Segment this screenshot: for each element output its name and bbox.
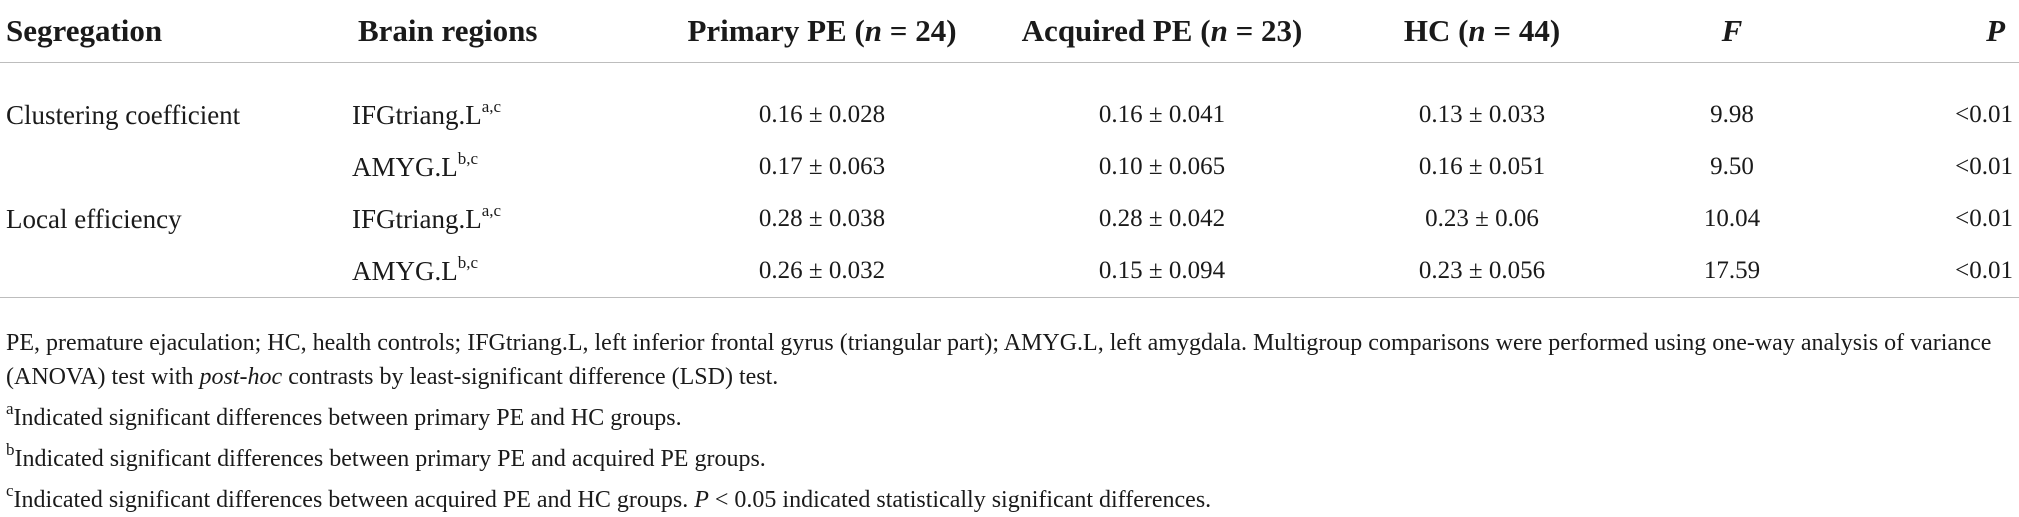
abbreviations-note: PE, premature ejaculation; HC, health co… — [6, 330, 1992, 390]
region-cell: IFGtriang.La,c — [352, 97, 502, 130]
primary-cell: 0.28 ± 0.038 — [758, 205, 886, 232]
p-cell: <0.01 — [1955, 101, 2013, 128]
hc-cell: 0.23 ± 0.056 — [1332, 245, 1632, 298]
header-primary-pe: Primary PE (n = 24) — [652, 0, 992, 63]
f-cell: 10.04 — [1703, 205, 1761, 232]
segregation-cell: Local efficiency — [6, 203, 182, 234]
region-cell: AMYG.Lb,c — [352, 149, 479, 182]
footnote-b: bIndicated significant differences betwe… — [6, 440, 766, 472]
table-footnotes: PE, premature ejaculation; HC, health co… — [6, 326, 2006, 517]
header-hc: HC (n = 44) — [1332, 0, 1632, 63]
table-row: AMYG.Lb,c 0.26 ± 0.032 0.15 ± 0.094 0.23… — [0, 245, 2019, 298]
segregation-cell: Clustering coefficient — [6, 99, 241, 130]
primary-cell: 0.17 ± 0.063 — [758, 153, 886, 180]
p-cell: <0.01 — [1832, 245, 2019, 298]
header-f: F — [1632, 0, 1832, 63]
p-cell: <0.01 — [1955, 205, 2013, 232]
header-acquired-pe: Acquired PE (n = 23) — [992, 0, 1332, 63]
p-cell: <0.01 — [1955, 153, 2013, 180]
acquired-cell: 0.15 ± 0.094 — [992, 245, 1332, 298]
f-cell: 9.50 — [1710, 153, 1754, 180]
header-segregation: Segregation — [0, 0, 352, 63]
hc-cell: 0.16 ± 0.051 — [1418, 153, 1546, 180]
segregation-cell — [0, 141, 352, 193]
f-cell: 9.98 — [1710, 101, 1754, 128]
table-row: AMYG.Lb,c 0.17 ± 0.063 0.10 ± 0.065 0.16… — [0, 141, 2019, 193]
primary-cell: 0.26 ± 0.032 — [652, 245, 992, 298]
table-row: Local efficiency IFGtriang.La,c 0.28 ± 0… — [0, 193, 2019, 245]
f-cell: 17.59 — [1632, 245, 1832, 298]
footnote-a: aIndicated significant differences betwe… — [6, 399, 682, 431]
acquired-cell: 0.10 ± 0.065 — [1098, 153, 1226, 180]
acquired-cell: 0.16 ± 0.041 — [1098, 101, 1226, 128]
spacer-row — [0, 63, 2019, 90]
header-brain-regions: Brain regions — [352, 0, 652, 63]
primary-cell: 0.16 ± 0.028 — [758, 101, 886, 128]
header-row: Segregation Brain regions Primary PE (n … — [0, 0, 2019, 63]
hc-cell: 0.23 ± 0.06 — [1425, 205, 1539, 232]
header-p: P — [1832, 0, 2019, 63]
acquired-cell: 0.28 ± 0.042 — [1098, 205, 1226, 232]
region-cell: AMYG.Lb,c — [352, 245, 652, 298]
region-cell: IFGtriang.La,c — [352, 201, 502, 234]
footnote-c: cIndicated significant differences betwe… — [6, 481, 1212, 513]
segregation-cell — [0, 245, 352, 298]
results-table: Segregation Brain regions Primary PE (n … — [0, 0, 2019, 298]
table-row: Clustering coefficient IFGtriang.La,c 0.… — [0, 89, 2019, 141]
hc-cell: 0.13 ± 0.033 — [1418, 101, 1546, 128]
